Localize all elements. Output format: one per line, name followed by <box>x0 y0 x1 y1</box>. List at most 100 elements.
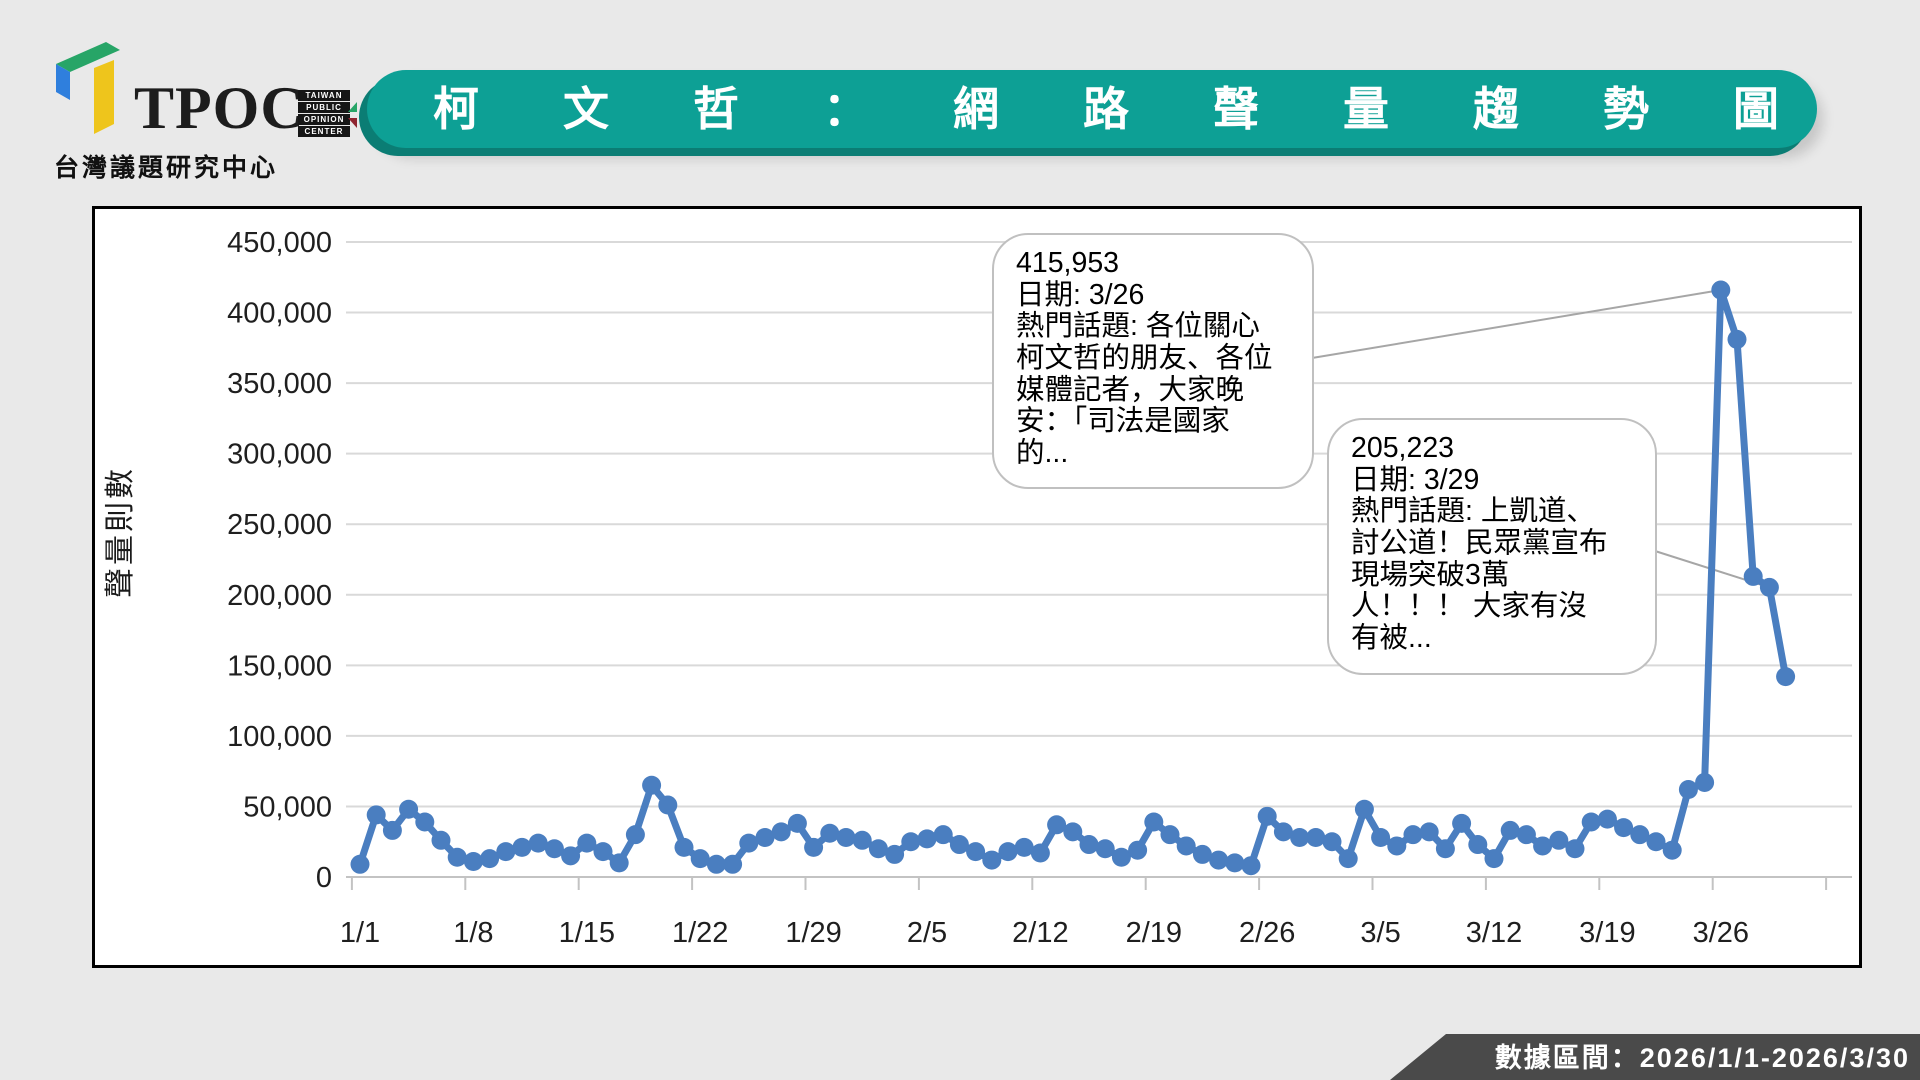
data-point <box>577 833 597 853</box>
data-point <box>1516 825 1536 845</box>
x-tick-label: 2/5 <box>907 917 947 949</box>
data-point <box>1354 799 1374 819</box>
data-point <box>706 854 726 874</box>
data-point <box>1209 850 1229 870</box>
data-point <box>933 825 953 845</box>
data-point <box>658 795 678 815</box>
data-point <box>593 842 613 862</box>
data-point <box>755 827 775 847</box>
data-point <box>1776 667 1796 687</box>
x-tick-label: 1/1 <box>340 917 380 949</box>
brand-badge: TAIWAN PUBLIC OPINION CENTER <box>298 90 357 138</box>
org-name: 台灣議題研究中心 <box>54 154 279 182</box>
data-point <box>1030 843 1050 863</box>
data-point <box>1468 835 1488 855</box>
data-range-label: 數據區間：2026/1/1-2026/3/30 <box>1494 1043 1910 1073</box>
data-point <box>949 835 969 855</box>
data-point <box>480 849 500 869</box>
data-point <box>1371 827 1391 847</box>
data-point <box>1678 780 1698 800</box>
data-point <box>1533 836 1553 856</box>
data-point <box>1452 813 1472 833</box>
data-point <box>787 813 807 833</box>
data-point <box>642 775 662 795</box>
annotation-date: 日期: 3/26 <box>1016 278 1145 311</box>
data-range-bar: 數據區間：2026/1/1-2026/3/30 <box>1390 1034 1920 1080</box>
x-tick-label: 3/12 <box>1466 917 1522 949</box>
y-tick-label: 400,000 <box>227 298 332 330</box>
data-point <box>723 854 743 874</box>
data-point <box>431 830 451 850</box>
data-point <box>1695 772 1715 792</box>
data-point <box>1241 856 1261 876</box>
badge-line: CENTER <box>298 126 350 137</box>
data-point <box>1614 818 1634 838</box>
data-point <box>690 849 710 869</box>
x-tick-label: 2/26 <box>1239 917 1295 949</box>
data-point <box>836 827 856 847</box>
x-tick-label: 3/5 <box>1360 917 1400 949</box>
y-tick-label: 100,000 <box>227 721 332 753</box>
badge-line: OPINION <box>298 114 350 125</box>
tpoc-logo: TPOC TAIWAN PUBLIC OPINION CENTER 台灣議題研究… <box>46 28 357 182</box>
y-tick-label: 200,000 <box>227 580 332 612</box>
data-point <box>512 837 532 857</box>
data-point <box>1095 839 1115 859</box>
data-point <box>1273 822 1293 842</box>
y-axis-title: 聲量則數 <box>104 466 137 598</box>
data-point <box>350 854 370 874</box>
x-tick-label: 1/8 <box>453 917 493 949</box>
data-point <box>447 847 467 867</box>
data-point <box>366 805 386 825</box>
y-tick-label: 250,000 <box>227 509 332 541</box>
data-point <box>1662 840 1682 860</box>
data-point <box>1014 837 1034 857</box>
data-point <box>1257 806 1277 826</box>
data-point <box>885 844 905 864</box>
annotation-topic: 熱門話題: 上凱道、 討公道！民眾黨宣布 現場突破3萬 人！！！ 大家有沒 有被… <box>1351 495 1608 654</box>
annotation-callout-peak: 415,953 日期: 3/26 熱門話題: 各位關心 柯文哲的朋友、各位 媒體… <box>992 233 1314 489</box>
data-point <box>1322 832 1342 852</box>
data-point <box>1192 844 1212 864</box>
data-point <box>625 825 645 845</box>
annotation-date: 日期: 3/29 <box>1351 463 1480 496</box>
data-point <box>1549 830 1569 850</box>
y-tick-label: 50,000 <box>243 791 332 823</box>
data-point <box>1128 840 1148 860</box>
data-point <box>1597 809 1617 829</box>
y-tick-label: 450,000 <box>227 227 332 259</box>
annotation-topic: 熱門話題: 各位關心 柯文哲的朋友、各位 媒體記者，大家晚 安：「司法是國家 的… <box>1016 310 1273 469</box>
data-point <box>1079 835 1099 855</box>
x-tick-label: 1/22 <box>672 917 728 949</box>
data-point <box>852 830 872 850</box>
x-tick-label: 3/26 <box>1693 917 1749 949</box>
data-point <box>1727 329 1747 349</box>
callout-leader-line <box>1311 289 1721 359</box>
data-point <box>901 832 921 852</box>
data-point <box>1387 836 1407 856</box>
data-point <box>674 837 694 857</box>
data-point <box>1630 825 1650 845</box>
data-point <box>1290 827 1310 847</box>
badge-green-triangle <box>348 102 357 112</box>
data-point <box>1581 812 1601 832</box>
data-point <box>1743 566 1763 586</box>
data-point <box>528 833 548 853</box>
badge-red-triangle <box>348 118 357 128</box>
badge-line: TAIWAN <box>298 90 350 101</box>
data-point <box>463 851 483 871</box>
data-point <box>1403 825 1423 845</box>
data-point <box>868 839 888 859</box>
data-point <box>771 822 791 842</box>
data-point <box>1711 280 1731 300</box>
data-point <box>1419 822 1439 842</box>
page-title: 柯文哲：網路聲量趨勢圖 <box>433 83 1817 135</box>
data-point <box>1759 577 1779 597</box>
data-point <box>1338 849 1358 869</box>
data-point <box>382 820 402 840</box>
data-point <box>998 842 1018 862</box>
title-banner: 柯文哲：網路聲量趨勢圖 <box>367 70 1817 148</box>
data-point <box>1484 849 1504 869</box>
data-point <box>804 837 824 857</box>
